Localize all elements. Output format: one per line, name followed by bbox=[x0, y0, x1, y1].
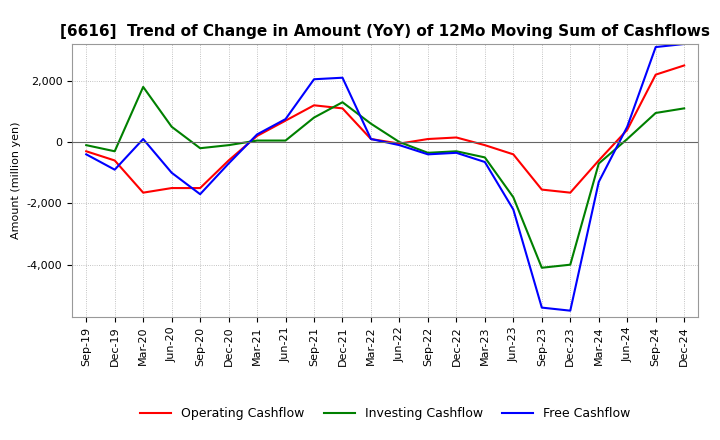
Investing Cashflow bbox=[395, 139, 404, 145]
Investing Cashflow bbox=[509, 194, 518, 200]
Operating Cashflow bbox=[139, 190, 148, 195]
Operating Cashflow bbox=[537, 187, 546, 192]
Free Cashflow bbox=[82, 152, 91, 157]
Investing Cashflow bbox=[167, 124, 176, 129]
Operating Cashflow bbox=[623, 127, 631, 132]
Free Cashflow bbox=[338, 75, 347, 81]
Line: Free Cashflow: Free Cashflow bbox=[86, 44, 684, 311]
Free Cashflow bbox=[509, 207, 518, 212]
Free Cashflow bbox=[310, 77, 318, 82]
Operating Cashflow bbox=[423, 136, 432, 142]
Investing Cashflow bbox=[423, 150, 432, 155]
Free Cashflow bbox=[537, 305, 546, 310]
Free Cashflow bbox=[139, 136, 148, 142]
Investing Cashflow bbox=[623, 136, 631, 142]
Investing Cashflow bbox=[225, 143, 233, 148]
Investing Cashflow bbox=[480, 155, 489, 160]
Investing Cashflow bbox=[110, 149, 119, 154]
Investing Cashflow bbox=[310, 115, 318, 120]
Operating Cashflow bbox=[595, 158, 603, 163]
Free Cashflow bbox=[452, 150, 461, 155]
Operating Cashflow bbox=[253, 133, 261, 139]
Free Cashflow bbox=[225, 161, 233, 166]
Investing Cashflow bbox=[537, 265, 546, 271]
Title: [6616]  Trend of Change in Amount (YoY) of 12Mo Moving Sum of Cashflows: [6616] Trend of Change in Amount (YoY) o… bbox=[60, 24, 710, 39]
Legend: Operating Cashflow, Investing Cashflow, Free Cashflow: Operating Cashflow, Investing Cashflow, … bbox=[135, 402, 635, 425]
Investing Cashflow bbox=[82, 143, 91, 148]
Operating Cashflow bbox=[480, 143, 489, 148]
Operating Cashflow bbox=[452, 135, 461, 140]
Free Cashflow bbox=[680, 41, 688, 47]
Investing Cashflow bbox=[595, 161, 603, 166]
Operating Cashflow bbox=[395, 141, 404, 146]
Operating Cashflow bbox=[196, 185, 204, 191]
Operating Cashflow bbox=[652, 72, 660, 77]
Investing Cashflow bbox=[680, 106, 688, 111]
Operating Cashflow bbox=[509, 152, 518, 157]
Investing Cashflow bbox=[282, 138, 290, 143]
Free Cashflow bbox=[423, 152, 432, 157]
Free Cashflow bbox=[652, 44, 660, 50]
Investing Cashflow bbox=[652, 110, 660, 116]
Free Cashflow bbox=[595, 179, 603, 184]
Free Cashflow bbox=[623, 124, 631, 129]
Free Cashflow bbox=[566, 308, 575, 313]
Investing Cashflow bbox=[139, 84, 148, 90]
Investing Cashflow bbox=[566, 262, 575, 268]
Free Cashflow bbox=[110, 167, 119, 172]
Operating Cashflow bbox=[566, 190, 575, 195]
Y-axis label: Amount (million yen): Amount (million yen) bbox=[11, 121, 21, 239]
Operating Cashflow bbox=[338, 106, 347, 111]
Free Cashflow bbox=[282, 117, 290, 122]
Investing Cashflow bbox=[366, 121, 375, 126]
Free Cashflow bbox=[395, 143, 404, 148]
Operating Cashflow bbox=[110, 158, 119, 163]
Free Cashflow bbox=[167, 170, 176, 176]
Investing Cashflow bbox=[196, 146, 204, 151]
Free Cashflow bbox=[480, 159, 489, 165]
Operating Cashflow bbox=[282, 118, 290, 123]
Free Cashflow bbox=[253, 132, 261, 137]
Line: Operating Cashflow: Operating Cashflow bbox=[86, 66, 684, 193]
Free Cashflow bbox=[196, 191, 204, 197]
Operating Cashflow bbox=[680, 63, 688, 68]
Investing Cashflow bbox=[452, 149, 461, 154]
Free Cashflow bbox=[366, 136, 375, 142]
Operating Cashflow bbox=[366, 136, 375, 142]
Line: Investing Cashflow: Investing Cashflow bbox=[86, 87, 684, 268]
Operating Cashflow bbox=[225, 158, 233, 163]
Operating Cashflow bbox=[82, 149, 91, 154]
Investing Cashflow bbox=[253, 138, 261, 143]
Investing Cashflow bbox=[338, 99, 347, 105]
Operating Cashflow bbox=[167, 185, 176, 191]
Operating Cashflow bbox=[310, 103, 318, 108]
